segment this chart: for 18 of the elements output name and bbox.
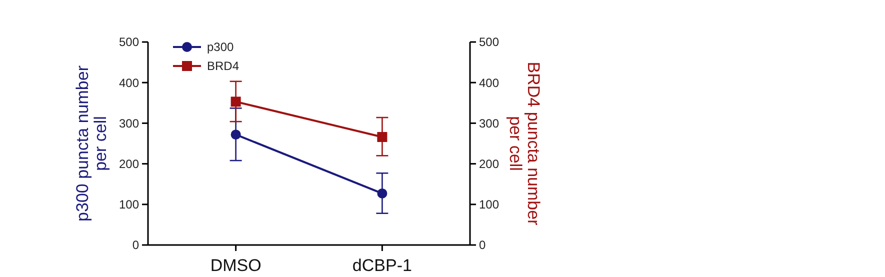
legend-label: BRD4 [207, 59, 240, 74]
y-tick-label: 400 [118, 76, 140, 90]
x-tick-label: dCBP-1 [352, 256, 412, 275]
y-tick-label: 500 [118, 35, 140, 50]
y-axis-title: p300 puncta number per cell [73, 65, 110, 222]
y2-tick-label: 200 [479, 157, 500, 171]
y2-axis-title: BRD4 puncta number per cell [506, 62, 543, 226]
y2-tick-label: 300 [479, 116, 500, 130]
y2-tick-label: 100 [479, 198, 500, 212]
y2-tick-label: 0 [479, 238, 486, 252]
y-tick-label: 0 [132, 238, 140, 252]
y-tick-label: 100 [118, 198, 140, 212]
y2-tick-label: 500 [479, 35, 500, 50]
y-tick-label: 200 [118, 157, 140, 171]
y2-tick-label: 400 [479, 76, 500, 90]
x-tick-label: DMSO [210, 256, 262, 275]
legend-label: p300 [207, 40, 234, 54]
y-tick-label: 300 [118, 116, 140, 130]
